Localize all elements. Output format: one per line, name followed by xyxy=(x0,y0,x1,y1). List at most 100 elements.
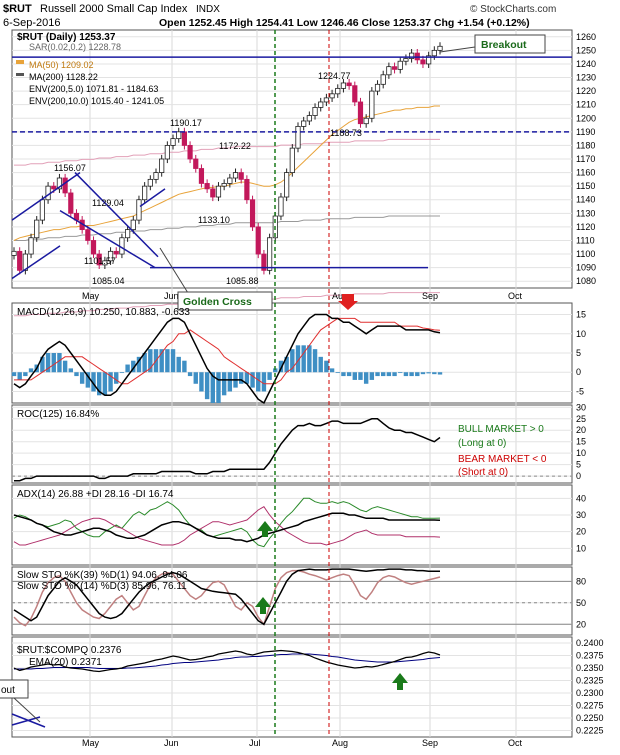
candle-body xyxy=(28,237,34,255)
macd-histogram-bar xyxy=(79,372,85,384)
candle-body xyxy=(198,168,205,184)
minus-di-line xyxy=(13,506,441,546)
ratio-up-arrow xyxy=(392,673,408,690)
month-tick-label: Jul xyxy=(249,738,261,748)
candle-body xyxy=(335,87,341,95)
macd-histogram-bar xyxy=(261,372,267,392)
y-tick-label: 1190 xyxy=(576,127,595,137)
y-tick-label: 1260 xyxy=(576,32,596,42)
candle-body xyxy=(357,101,364,125)
candle-body xyxy=(255,226,261,255)
y-tick-label: 25 xyxy=(576,414,586,424)
candle-body xyxy=(102,260,108,266)
macd-histogram-bar xyxy=(91,372,96,392)
macd-title: MACD(12,26,9) 10.250, 10.883, -0.633 xyxy=(17,307,190,318)
adx-panel-frame xyxy=(11,484,573,566)
y-tick-label: 0 xyxy=(576,367,581,377)
bull-market-label: BULL MARKET > 0 xyxy=(458,424,544,435)
macd-histogram-bar xyxy=(324,360,329,373)
macd-line xyxy=(13,313,441,405)
y-tick-label: 15 xyxy=(576,437,586,447)
adx-title: ADX(14) 26.88 +DI 28.16 -DI 16.74 xyxy=(17,489,174,500)
y-tick-label: 1210 xyxy=(576,100,596,110)
month-tick-label: Aug xyxy=(332,291,348,301)
candle-body xyxy=(39,199,46,221)
y-tick-label: 1120 xyxy=(576,222,595,232)
candle-body xyxy=(153,172,159,180)
y-tick-label: 1090 xyxy=(576,263,596,273)
y-tick-label: 1200 xyxy=(576,113,596,123)
sto-panel-frame xyxy=(11,566,573,636)
legend-sar: SAR(0.02,0.2) 1228.78 xyxy=(29,42,121,52)
ratio-title: $RUT:$COMPQ 0.2376 xyxy=(17,645,122,656)
candle-body xyxy=(318,101,324,108)
golden-cross-pointer xyxy=(159,247,189,294)
macd-histogram-bar xyxy=(136,356,142,373)
y-tick-label: 0.2400 xyxy=(576,638,604,648)
month-tick-label: Aug xyxy=(332,738,348,748)
candle-body xyxy=(181,131,187,146)
candle-body xyxy=(34,219,40,239)
month-tick-label: Sep xyxy=(422,291,438,301)
macd-histogram-bar xyxy=(386,372,392,377)
macd-histogram-bar xyxy=(284,356,289,373)
candle-body xyxy=(386,66,392,76)
macd-histogram-bar xyxy=(45,353,51,373)
copyright: © StockCharts.com xyxy=(470,4,556,15)
macd-histogram-bar xyxy=(193,372,198,384)
y-tick-label: 1110 xyxy=(576,235,595,245)
candle-body xyxy=(130,219,136,231)
candle-body xyxy=(142,185,148,201)
y-tick-label: 1170 xyxy=(576,154,595,164)
y-tick-label: 1250 xyxy=(576,45,596,55)
y-tick-label: 1240 xyxy=(576,59,596,69)
roc-panel-frame xyxy=(11,404,573,484)
macd-histogram-bar xyxy=(437,372,443,375)
candle-body xyxy=(193,158,199,169)
candle-body xyxy=(22,253,28,271)
macd-histogram-bar xyxy=(392,372,397,377)
sto39-line xyxy=(13,568,440,626)
y-tick-label: 0.2250 xyxy=(576,713,604,723)
macd-histogram-bar xyxy=(250,372,255,388)
candle-body xyxy=(403,58,409,62)
y-tick-label: 1140 xyxy=(576,195,595,205)
golden-cross-label: Golden Cross xyxy=(183,296,252,308)
macd-histogram-bar xyxy=(40,356,45,373)
macd-histogram-bar xyxy=(68,368,73,373)
ratio-line xyxy=(13,649,441,673)
golden-cross-callout: Golden Cross xyxy=(159,247,273,311)
macd-histogram-bar xyxy=(187,372,193,377)
y-tick-label: 10 xyxy=(576,329,586,339)
annotation-1188: 1188.73 xyxy=(330,128,362,138)
y-tick-label: -5 xyxy=(576,386,584,396)
macd-histogram-bar xyxy=(28,368,34,373)
macd-histogram-bar xyxy=(432,372,437,375)
macd-histogram-bar xyxy=(307,345,312,373)
y-tick-label: 1100 xyxy=(576,249,595,259)
candle-body xyxy=(426,55,432,65)
macd-histogram-bar xyxy=(119,372,125,374)
y-tick-label: 1180 xyxy=(576,140,595,150)
candle-body xyxy=(232,172,239,179)
roc-title: ROC(125) 16.84% xyxy=(17,409,99,420)
legend-ma50: MA(50) 1209.02 xyxy=(29,60,94,70)
candle-body xyxy=(51,185,57,190)
candle-body xyxy=(68,192,74,214)
header-exchange: INDX xyxy=(196,4,220,15)
y-tick-label: 0.2350 xyxy=(576,663,604,673)
macd-histogram-bar xyxy=(131,360,136,373)
sto-title-1: Slow STO %K(39) %D(1) 94.06, 94.06 xyxy=(17,570,188,581)
candle-body xyxy=(306,115,312,122)
macd-histogram-bar xyxy=(290,349,295,373)
wedge-breakout-line xyxy=(139,188,166,208)
macd-histogram-bar xyxy=(352,372,357,380)
candle-body xyxy=(363,117,369,125)
candle-body xyxy=(329,93,335,99)
candle-body xyxy=(397,60,403,70)
macd-histogram-bar xyxy=(295,345,301,373)
macd-histogram-bar xyxy=(256,372,261,392)
candle-body xyxy=(107,250,114,262)
roc-line xyxy=(14,418,441,482)
candle-body xyxy=(249,199,256,228)
